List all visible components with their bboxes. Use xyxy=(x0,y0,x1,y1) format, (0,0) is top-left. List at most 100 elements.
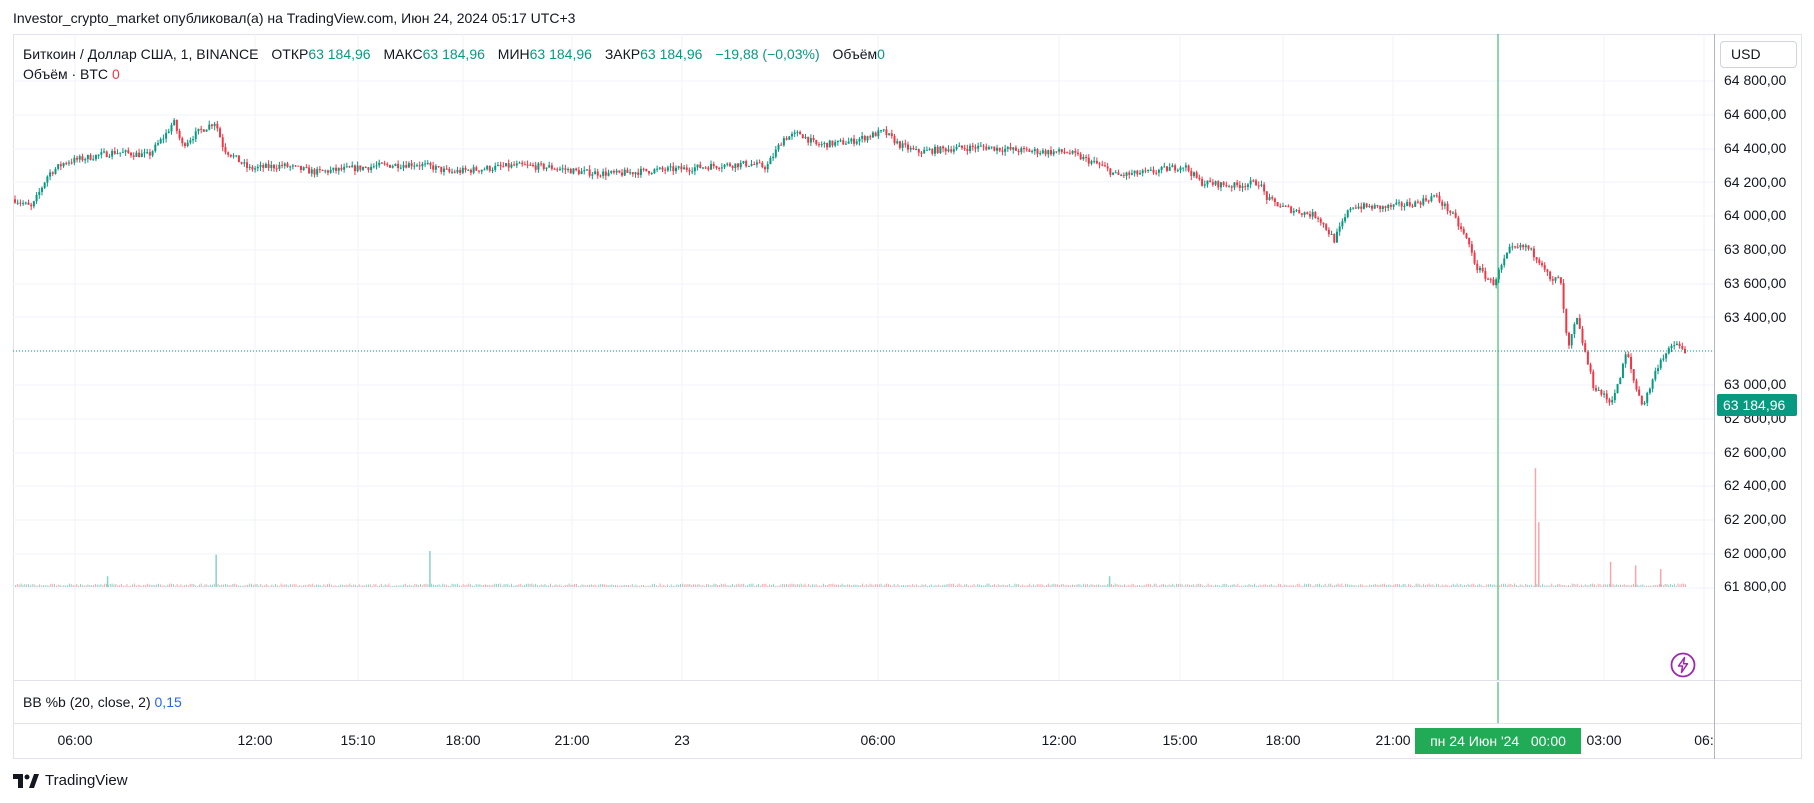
volume-bar xyxy=(776,585,778,587)
volume-bar xyxy=(477,584,479,587)
volume-bar xyxy=(719,585,721,587)
volume-bar xyxy=(839,584,841,587)
volume-spike xyxy=(1538,522,1540,587)
candle-body xyxy=(1139,173,1142,175)
volume-bar xyxy=(1034,585,1036,587)
volume-bar xyxy=(938,584,940,587)
volume-bar xyxy=(1198,583,1200,587)
candle-body xyxy=(1168,167,1171,171)
candle-body xyxy=(221,137,224,148)
candle-body xyxy=(51,172,54,174)
volume-bar xyxy=(834,584,836,587)
volume-bar xyxy=(681,583,683,587)
volume-bar xyxy=(444,584,446,587)
volume-bar xyxy=(1032,584,1034,587)
volume-bar xyxy=(1189,584,1191,587)
volume-bar xyxy=(1116,584,1118,587)
volume-bar xyxy=(1662,585,1664,587)
volume-bar xyxy=(442,583,444,587)
volume-bar xyxy=(956,584,958,587)
indicator-pane[interactable] xyxy=(13,682,1714,723)
volume-bar xyxy=(1005,585,1007,587)
volume-bar xyxy=(516,585,518,587)
indicator-label[interactable]: BB %b (20, close, 2) xyxy=(23,694,151,710)
candle-body xyxy=(499,164,502,167)
candle-body xyxy=(933,146,936,154)
candle-body xyxy=(707,167,710,170)
candle-body xyxy=(1524,245,1527,248)
candle-body xyxy=(850,138,853,142)
volume-bar xyxy=(1566,585,1568,587)
volume-bar xyxy=(780,584,782,587)
candle-body xyxy=(24,202,27,204)
volume-bar xyxy=(535,583,537,587)
volume-bar xyxy=(338,585,340,587)
volume-bar xyxy=(425,583,427,587)
candle-body xyxy=(1389,205,1392,207)
volume-bar xyxy=(1476,584,1478,587)
main-chart-pane[interactable] xyxy=(13,34,1714,680)
volume-bar xyxy=(977,584,979,587)
volume-bar xyxy=(360,585,362,587)
candle-body xyxy=(545,167,548,169)
volume-bar xyxy=(587,584,589,587)
candle-body xyxy=(235,155,238,157)
volume-bar xyxy=(1122,585,1124,587)
volume-bar xyxy=(445,584,447,587)
volume-bar xyxy=(1073,584,1075,587)
candle-body xyxy=(1344,217,1347,222)
volume-value: 0 xyxy=(877,46,885,62)
volume-bar xyxy=(923,584,925,587)
lightning-icon[interactable] xyxy=(1670,652,1696,678)
volume-bar xyxy=(635,584,637,587)
candle-body xyxy=(1398,202,1401,204)
candle-body xyxy=(1478,267,1481,271)
volume-bar xyxy=(1066,584,1068,587)
volume-bar xyxy=(354,584,356,587)
volume-bar xyxy=(748,583,750,587)
volume-bar xyxy=(817,585,819,587)
candle-body xyxy=(645,168,648,172)
candle-body xyxy=(297,165,300,167)
price-chart[interactable] xyxy=(13,34,1714,680)
volume-legend-label[interactable]: Объём · BTC xyxy=(23,66,109,82)
candle-body xyxy=(57,164,60,169)
volume-bar xyxy=(891,585,893,587)
candle-body xyxy=(505,163,508,167)
price-scale-label: 63 000,00 xyxy=(1724,376,1787,392)
volume-bar xyxy=(1296,584,1298,587)
candle-body xyxy=(1648,388,1651,393)
volume-bar xyxy=(243,585,245,587)
volume-bar xyxy=(1627,584,1629,587)
volume-bar xyxy=(579,585,581,587)
symbol-title[interactable]: Биткоин / Доллар США, 1, BINANCE xyxy=(23,46,259,62)
price-scale-label: 64 400,00 xyxy=(1724,140,1787,156)
volume-bar xyxy=(28,584,30,587)
volume-bar xyxy=(1252,585,1254,587)
chart-frame xyxy=(13,34,1802,759)
candle-body xyxy=(1244,186,1247,188)
volume-bar xyxy=(1157,585,1159,587)
volume-bar xyxy=(1343,585,1345,587)
volume-bar xyxy=(94,583,96,587)
volume-bar xyxy=(210,584,212,587)
candle-body xyxy=(143,152,146,154)
candle-body xyxy=(998,147,1001,151)
volume-bar xyxy=(475,584,477,587)
currency-button[interactable]: USD xyxy=(1720,41,1797,68)
candle-body xyxy=(753,164,756,166)
candle-body xyxy=(1419,202,1422,205)
volume-bar xyxy=(397,585,399,587)
volume-bar xyxy=(52,583,54,587)
volume-bar xyxy=(191,583,193,587)
volume-bar xyxy=(659,583,661,587)
volume-legend: Объём · BTC 0 xyxy=(23,66,120,82)
candle-body xyxy=(1632,369,1635,381)
volume-bar xyxy=(733,585,735,587)
volume-bar xyxy=(1155,583,1157,587)
volume-bar xyxy=(954,585,956,587)
volume-bar xyxy=(1631,585,1633,587)
volume-bar xyxy=(1365,585,1367,587)
pane-separator[interactable] xyxy=(13,680,1802,681)
candle-body xyxy=(1187,165,1190,171)
